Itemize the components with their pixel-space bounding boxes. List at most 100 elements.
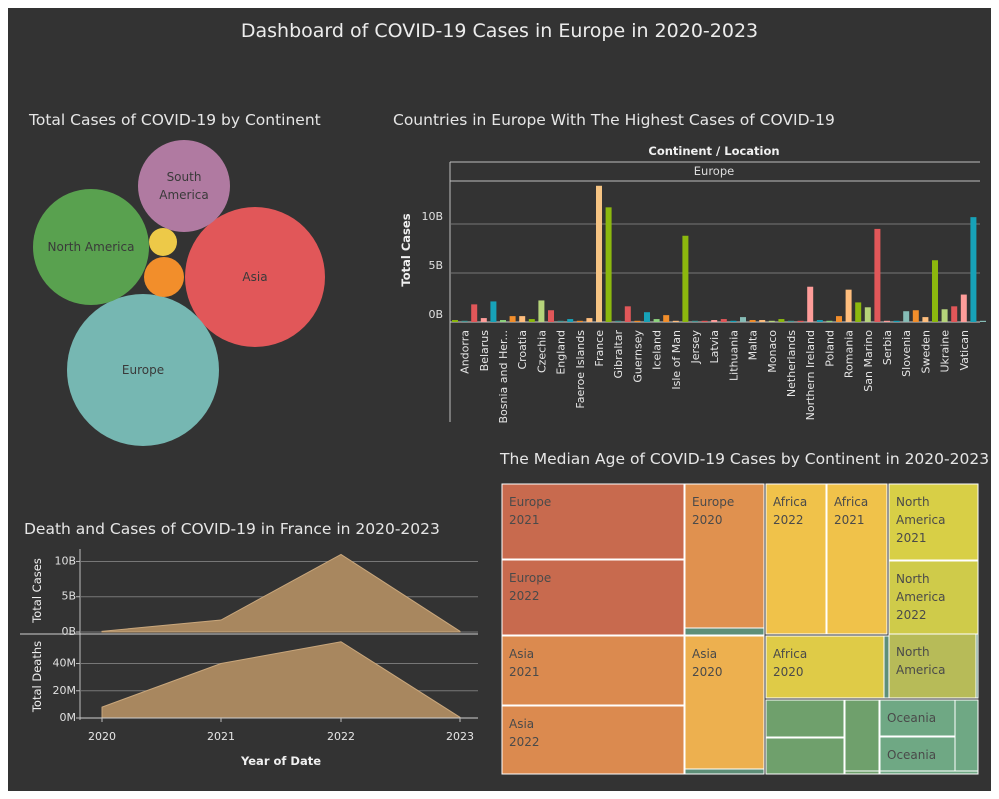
bar-22 [663, 315, 670, 322]
treemap-cell-label: Oceania [887, 748, 936, 762]
treemap-cell-label: North America 2022 [896, 572, 946, 622]
area-y-tick-label: 0M [60, 711, 77, 724]
treemap-cell-label: Asia 2021 [509, 647, 540, 679]
bar-54 [970, 217, 977, 322]
bar-x-label: Slovenia [900, 330, 913, 377]
treemap-cell [501, 705, 685, 775]
treemap-cell [826, 483, 888, 635]
bar-x-label: Lithuania [727, 330, 740, 381]
bar-17 [615, 320, 622, 322]
bar-3 [480, 318, 487, 322]
bar-x-label: Ukraine [939, 330, 952, 373]
bar-24 [682, 235, 689, 322]
bar-x-label: Andorra [459, 330, 472, 374]
bar-x-label: England [555, 330, 568, 375]
treemap-cell-label: Europe 2020 [692, 495, 734, 527]
bar-33 [768, 320, 775, 322]
treemap-cell-label: Oceania [887, 711, 936, 725]
bar-39 [826, 320, 833, 322]
bar-10 [548, 310, 554, 322]
bar-23 [672, 320, 679, 322]
bar-51 [941, 309, 948, 322]
bar-1 [461, 320, 468, 322]
treemap-cell [888, 633, 978, 699]
treemap-cell [501, 483, 685, 560]
treemap-cell [844, 770, 880, 775]
treemap-cell-label: Africa 2022 [773, 495, 807, 527]
bar-x-label: San Marino [862, 330, 875, 392]
bar-16 [605, 207, 612, 322]
bar-x-label: Monaco [766, 330, 779, 373]
bar-x-label: Iceland [651, 330, 664, 370]
treemap-cell [844, 699, 880, 772]
bubble-chart-title: Total Cases of COVID-19 by Continent [29, 111, 321, 129]
treemap-cell-label: Europe 2021 [509, 495, 551, 527]
bar-44 [874, 228, 881, 322]
area-y-axis-title: Total Cases [30, 558, 44, 624]
bubble-south-america [138, 140, 230, 232]
treemap-cell-label: North America 2021 [896, 495, 946, 545]
bar-32 [759, 320, 766, 322]
bubble-label-asia: Asia [242, 270, 267, 284]
bubble-label-north-america: North America [48, 240, 135, 254]
bar-x-label: Faeroe Islands [574, 330, 587, 409]
area-x-axis-title: Year of Date [240, 754, 321, 768]
bar-14 [586, 318, 593, 322]
treemap-cell [765, 483, 827, 635]
bar-41 [845, 289, 852, 322]
bubble-africa [144, 257, 184, 297]
bar-40 [836, 316, 842, 322]
bar-28 [720, 319, 727, 322]
treemap-cell-label: Africa 2020 [773, 647, 807, 679]
treemap-cell-label: Asia 2022 [509, 717, 540, 749]
bar-34 [778, 319, 785, 322]
bar-x-label: Isle of Man [670, 330, 683, 390]
bubble-label-south-america: South America [159, 170, 209, 202]
treemap-cell [975, 633, 979, 699]
bar-x-label: Poland [823, 330, 836, 367]
bar-29 [730, 320, 737, 322]
bar-18 [624, 306, 631, 322]
bar-x-label: Guernsey [631, 330, 644, 383]
bar-13 [576, 320, 583, 322]
area-x-tick-label: 2020 [88, 730, 116, 743]
area-y-tick-label: 20M [53, 684, 77, 697]
treemap-cell [684, 483, 765, 629]
bar-20 [644, 312, 650, 322]
bar-x-label: Croatia [516, 330, 529, 370]
bar-8 [528, 319, 535, 322]
bar-0 [452, 320, 458, 322]
bubble-europe [67, 294, 219, 446]
treemap-cell [954, 699, 979, 772]
bar-x-label: Malta [747, 330, 760, 360]
treemap-cell [883, 635, 890, 699]
area-x-tick-label: 2021 [207, 730, 235, 743]
bar-y-tick-label: 10B [421, 210, 443, 223]
bar-38 [816, 320, 823, 322]
bar-group-label: Europe [694, 164, 734, 178]
bar-x-label: Northern Ireland [804, 330, 817, 420]
france-chart-title: Death and Cases of COVID-19 in France in… [24, 520, 440, 538]
bar-27 [711, 320, 718, 322]
bubble-asia [185, 207, 325, 347]
bar-x-label: Sweden [919, 330, 932, 373]
bar-30 [740, 317, 746, 322]
bar-2 [471, 304, 478, 322]
bar-x-label: Latvia [708, 330, 721, 364]
bar-x-label: Jersey [689, 330, 702, 365]
area-y-axis-title: Total Deaths [30, 641, 44, 713]
area-y-tick-label: 5B [61, 590, 76, 603]
bar-36 [797, 320, 804, 322]
treemap-cell [684, 635, 765, 770]
treemap-title: The Median Age of COVID-19 Cases by Cont… [500, 450, 990, 468]
bar-12 [567, 319, 574, 322]
treemap-cell-label: Europe 2022 [509, 571, 551, 603]
bar-15 [596, 185, 602, 322]
bar-55 [980, 320, 986, 322]
bar-31 [749, 320, 756, 322]
bar-37 [807, 286, 814, 322]
treemap-cell [879, 770, 979, 775]
